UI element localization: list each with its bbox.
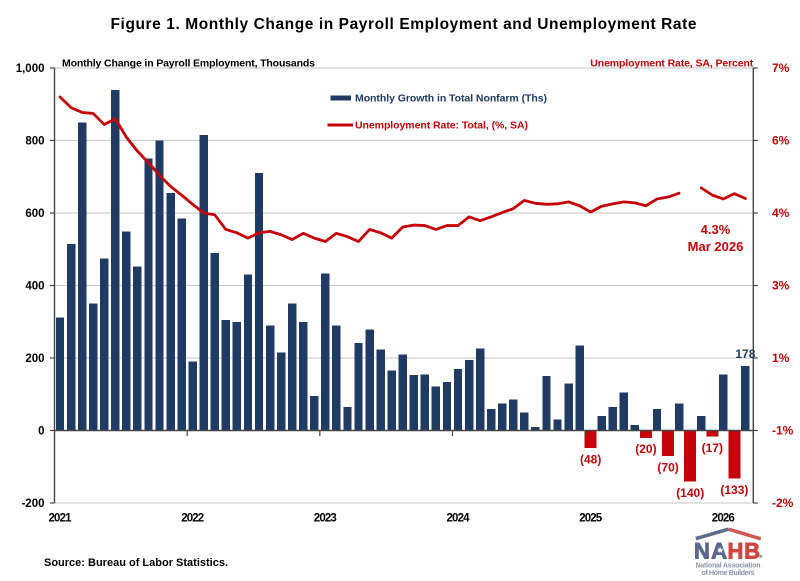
svg-text:2024: 2024 <box>447 513 471 525</box>
svg-text:1%: 1% <box>772 351 790 365</box>
svg-text:NA: NA <box>694 539 727 564</box>
svg-text:-200: -200 <box>21 498 44 510</box>
svg-text:of Home Builders: of Home Builders <box>702 570 755 577</box>
svg-text:400: 400 <box>25 281 44 293</box>
svg-text:178: 178 <box>735 347 755 361</box>
svg-text:Monthly Change in Payroll Empl: Monthly Change in Payroll Employment, Th… <box>62 58 315 70</box>
svg-text:Mar 2026: Mar 2026 <box>688 239 744 254</box>
svg-text:800: 800 <box>25 136 44 148</box>
svg-text:6%: 6% <box>772 134 790 148</box>
svg-text:Unemployment Rate, SA, Percent: Unemployment Rate, SA, Percent <box>590 58 754 70</box>
svg-text:-1%: -1% <box>772 424 794 438</box>
svg-text:(48): (48) <box>580 452 601 466</box>
svg-text:HB: HB <box>728 539 761 564</box>
svg-text:4%: 4% <box>772 206 790 220</box>
svg-text:200: 200 <box>25 353 44 365</box>
svg-text:7%: 7% <box>772 61 790 75</box>
svg-text:4.3%: 4.3% <box>701 222 731 237</box>
svg-text:2022: 2022 <box>181 513 204 525</box>
svg-text:(140): (140) <box>676 486 704 500</box>
svg-text:(70): (70) <box>657 460 678 474</box>
svg-text:Source: Bureau of Labor Statis: Source: Bureau of Labor Statistics. <box>44 557 228 569</box>
svg-text:0: 0 <box>38 426 44 438</box>
svg-text:Unemployment Rate: Total, (%,: Unemployment Rate: Total, (%, SA) <box>355 120 528 132</box>
svg-text:(133): (133) <box>720 483 748 497</box>
svg-text:600: 600 <box>25 208 44 220</box>
svg-text:3%: 3% <box>772 279 790 293</box>
svg-text:(20): (20) <box>635 442 656 456</box>
svg-text:2023: 2023 <box>314 513 337 525</box>
svg-text:-2%: -2% <box>772 496 794 510</box>
svg-text:Figure 1. Monthly Change in Pa: Figure 1. Monthly Change in Payroll Empl… <box>111 16 697 33</box>
svg-text:1,000: 1,000 <box>16 63 45 75</box>
svg-text:2026: 2026 <box>712 513 735 525</box>
svg-text:2021: 2021 <box>49 513 73 525</box>
svg-text:National Association: National Association <box>696 562 761 569</box>
svg-text:(17): (17) <box>702 441 723 455</box>
svg-text:Monthly Growth in Total Nonfar: Monthly Growth in Total Nonfarm (Ths) <box>355 93 547 105</box>
svg-text:2025: 2025 <box>579 513 603 525</box>
